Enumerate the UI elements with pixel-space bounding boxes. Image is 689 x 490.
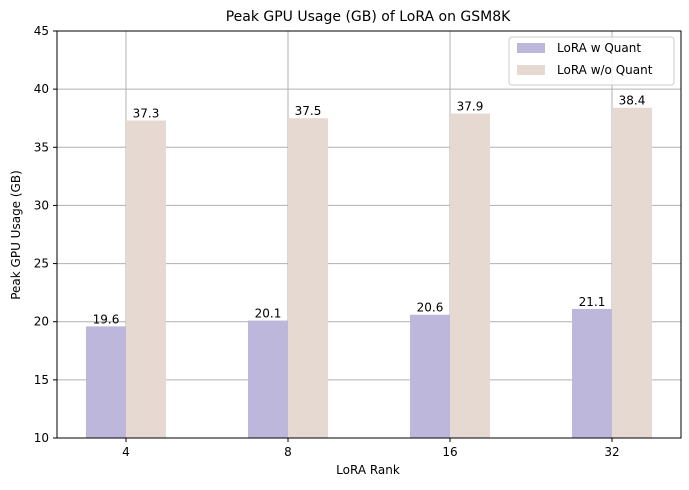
plot-frame [56, 30, 682, 439]
chart-title: Peak GPU Usage (GB) of LoRA on GSM8K [226, 9, 511, 25]
bars [86, 107, 652, 439]
y-tick-label: 40 [34, 82, 49, 96]
y-tick-label: 35 [34, 140, 49, 154]
bar-wo-quant [450, 113, 490, 438]
bar-w-quant [410, 314, 450, 438]
x-axis-label: LoRA Rank [336, 463, 400, 477]
legend-swatch-lora-w-quant [517, 43, 545, 53]
data-labels: 19.6 20.1 20.6 21.1 37.3 37.5 37.9 38.4 [93, 94, 646, 327]
bar-wo-quant [612, 107, 652, 439]
legend-label-lora-wo-quant: LoRA w/o Quant [557, 63, 653, 77]
x-tick-label: 16 [442, 445, 457, 459]
y-tick-label: 30 [34, 198, 49, 212]
bar-w-quant [86, 326, 126, 438]
legend-box [508, 36, 675, 86]
bar-value-label: 38.4 [619, 94, 646, 108]
bar-value-label: 20.1 [255, 307, 282, 321]
bar-value-label: 20.6 [417, 301, 444, 315]
y-tick-label: 15 [34, 373, 49, 387]
x-axis-ticks: 4 8 16 32 [122, 438, 620, 459]
bar-value-label: 37.9 [457, 100, 484, 114]
x-tick-label: 8 [284, 445, 292, 459]
y-axis-label: Peak GPU Usage (GB) [9, 170, 23, 300]
bar-value-label: 37.3 [133, 107, 160, 121]
bar-w-quant [572, 308, 612, 438]
x-tick-label: 4 [122, 445, 130, 459]
bar-wo-quant [126, 120, 166, 438]
legend: LoRA w Quant LoRA w/o Quant [508, 36, 675, 86]
bar-value-label: 21.1 [579, 295, 606, 309]
legend-swatch-lora-wo-quant [517, 65, 545, 75]
bar-w-quant [248, 320, 288, 438]
bar-value-label: 19.6 [93, 312, 120, 326]
legend-label-lora-w-quant: LoRA w Quant [557, 41, 641, 55]
y-tick-label: 45 [34, 24, 49, 38]
y-tick-label: 20 [34, 315, 49, 329]
x-tick-label: 32 [604, 445, 619, 459]
y-tick-label: 25 [34, 257, 49, 271]
y-tick-label: 10 [34, 431, 49, 445]
bar-wo-quant [288, 118, 328, 438]
bar-value-label: 37.5 [295, 104, 322, 118]
y-axis-ticks: 10 15 20 25 30 35 40 45 [34, 24, 57, 445]
